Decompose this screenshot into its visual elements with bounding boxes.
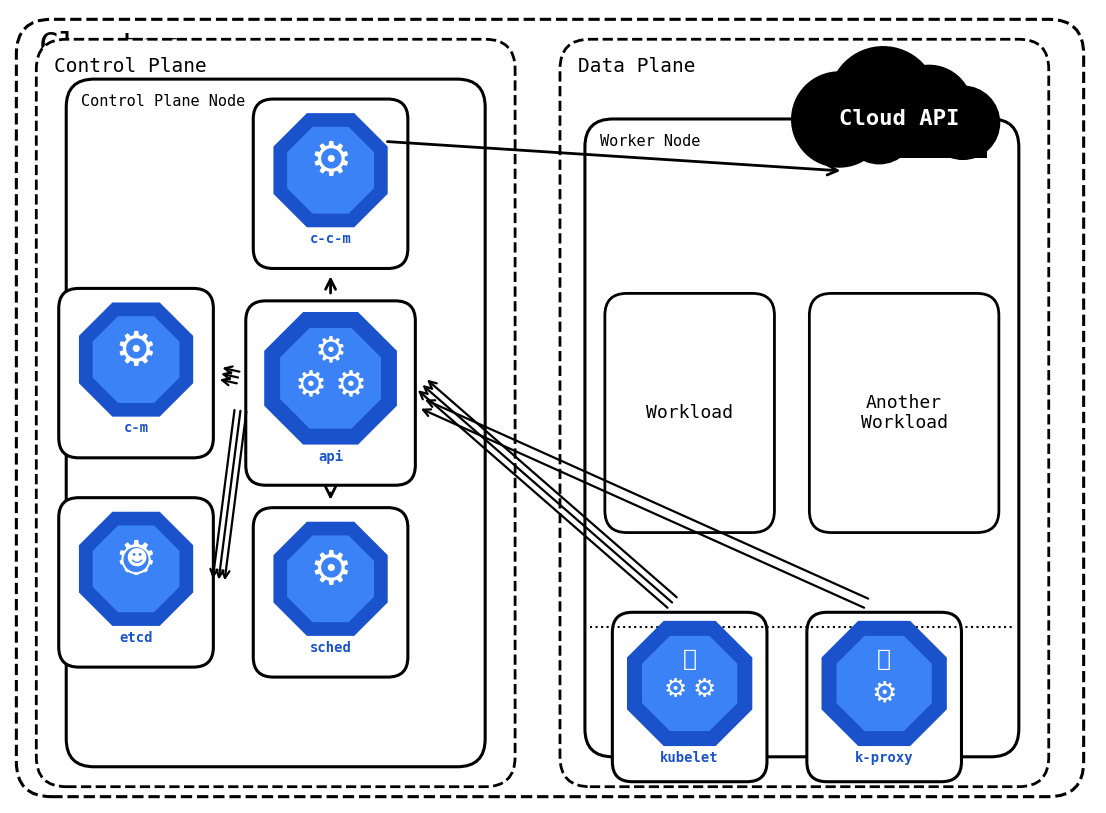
Text: ⚙: ⚙ xyxy=(294,368,326,402)
FancyBboxPatch shape xyxy=(613,612,766,782)
Text: ⚙: ⚙ xyxy=(310,141,352,185)
Text: kubelet: kubelet xyxy=(660,751,719,765)
Text: Another
Workload: Another Workload xyxy=(860,393,948,433)
Polygon shape xyxy=(79,511,194,626)
FancyBboxPatch shape xyxy=(605,293,774,533)
Circle shape xyxy=(791,72,887,167)
Polygon shape xyxy=(93,316,179,403)
FancyBboxPatch shape xyxy=(812,103,987,158)
Polygon shape xyxy=(93,525,179,612)
FancyBboxPatch shape xyxy=(66,79,486,767)
Text: Data Plane: Data Plane xyxy=(578,57,696,76)
Text: Cloud API: Cloud API xyxy=(839,110,959,129)
Circle shape xyxy=(842,90,917,164)
Text: Cluster: Cluster xyxy=(39,31,179,64)
Text: Control Plane: Control Plane xyxy=(54,57,207,76)
Polygon shape xyxy=(836,636,931,731)
Circle shape xyxy=(828,46,938,155)
Text: 👤: 👤 xyxy=(682,648,697,672)
FancyBboxPatch shape xyxy=(17,20,1084,797)
FancyBboxPatch shape xyxy=(560,39,1048,787)
FancyBboxPatch shape xyxy=(807,612,961,782)
Polygon shape xyxy=(79,302,194,416)
Circle shape xyxy=(123,546,149,573)
FancyBboxPatch shape xyxy=(59,289,213,458)
Polygon shape xyxy=(641,636,738,731)
Text: Worker Node: Worker Node xyxy=(599,134,700,149)
Text: ⚙: ⚙ xyxy=(872,680,897,707)
Text: ⚙: ⚙ xyxy=(335,368,367,402)
Circle shape xyxy=(926,85,1000,160)
Polygon shape xyxy=(822,621,947,746)
Polygon shape xyxy=(273,113,388,228)
Text: Control Plane Node: Control Plane Node xyxy=(81,94,246,109)
FancyBboxPatch shape xyxy=(810,293,999,533)
Text: ⚙: ⚙ xyxy=(664,677,687,703)
FancyBboxPatch shape xyxy=(59,498,213,667)
Polygon shape xyxy=(288,127,374,214)
FancyBboxPatch shape xyxy=(253,99,408,268)
Text: ⚙: ⚙ xyxy=(314,334,346,368)
Text: c-c-m: c-c-m xyxy=(310,232,352,246)
Text: api: api xyxy=(319,450,343,464)
FancyBboxPatch shape xyxy=(253,507,408,677)
Polygon shape xyxy=(264,312,397,445)
Text: 👤: 👤 xyxy=(877,648,891,672)
Polygon shape xyxy=(273,522,388,636)
Text: sched: sched xyxy=(310,641,352,654)
Text: Workload: Workload xyxy=(646,404,733,422)
Circle shape xyxy=(885,65,973,152)
Text: ☻: ☻ xyxy=(125,550,147,570)
Polygon shape xyxy=(280,328,380,428)
FancyBboxPatch shape xyxy=(246,301,416,485)
Polygon shape xyxy=(288,536,374,622)
Polygon shape xyxy=(627,621,752,746)
Text: ⚙: ⚙ xyxy=(115,539,157,584)
Text: ⚙: ⚙ xyxy=(310,549,352,593)
Text: ⚙: ⚙ xyxy=(693,677,717,703)
FancyBboxPatch shape xyxy=(585,119,1019,757)
Text: k-proxy: k-proxy xyxy=(855,751,914,765)
Text: c-m: c-m xyxy=(124,421,148,435)
FancyBboxPatch shape xyxy=(36,39,515,787)
Text: etcd: etcd xyxy=(119,631,153,645)
Text: ⚙: ⚙ xyxy=(115,329,157,375)
